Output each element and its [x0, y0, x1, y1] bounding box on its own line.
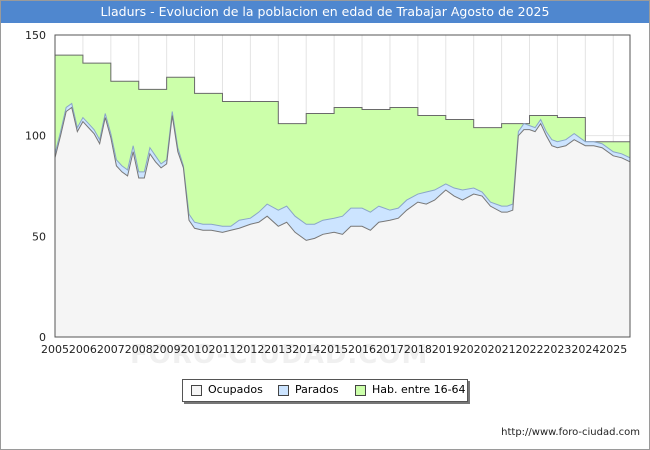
legend-item-ocupados: Ocupados — [191, 383, 263, 397]
legend-label-ocupados: Ocupados — [208, 383, 263, 396]
x-tick-label-2022: 2022 — [516, 343, 544, 356]
x-tick-label-2005: 2005 — [41, 343, 69, 356]
x-tick-label-2020: 2020 — [460, 343, 488, 356]
legend-swatch-parados — [278, 384, 289, 396]
chart-title: Lladurs - Evolucion de la poblacion en e… — [1, 1, 649, 23]
series-ocupados-line — [54, 106, 631, 241]
series-parados-line — [54, 102, 631, 227]
x-tick-label-2011: 2011 — [208, 343, 236, 356]
series-hab-line — [55, 54, 630, 143]
y-tick-label-0: 0 — [39, 331, 46, 344]
series-ocupados-area — [55, 107, 630, 337]
legend: Ocupados Parados Hab. entre 16-64 — [182, 379, 468, 402]
legend-item-hab: Hab. entre 16-64 — [355, 383, 466, 397]
x-tick-label-2021: 2021 — [488, 343, 516, 356]
y-tick-label-50: 50 — [32, 230, 46, 243]
plot-border — [54, 34, 631, 338]
legend-label-parados: Parados — [295, 383, 339, 396]
x-tick-label-2006: 2006 — [69, 343, 97, 356]
watermark: FORO-CIUDAD.COM — [130, 340, 429, 370]
x-tick-label-2018: 2018 — [404, 343, 432, 356]
x-tick-label-2023: 2023 — [543, 343, 571, 356]
x-tick-label-2025: 2025 — [599, 343, 627, 356]
legend-label-hab: Hab. entre 16-64 — [372, 383, 466, 396]
legend-item-parados: Parados — [278, 383, 339, 397]
x-tick-label-2024: 2024 — [571, 343, 599, 356]
x-tick-label-2009: 2009 — [153, 343, 181, 356]
x-tick-label-2017: 2017 — [376, 343, 404, 356]
x-tick-label-2019: 2019 — [432, 343, 460, 356]
source-url: http://www.foro-ciudad.com — [501, 427, 640, 438]
x-tick-label-2008: 2008 — [125, 343, 153, 356]
x-tick-label-2012: 2012 — [236, 343, 264, 356]
x-tick-label-2010: 2010 — [181, 343, 209, 356]
x-tick-label-2013: 2013 — [264, 343, 292, 356]
y-tick-label-150: 150 — [25, 29, 46, 42]
x-tick-label-2015: 2015 — [320, 343, 348, 356]
y-tick-label-100: 100 — [25, 130, 46, 143]
legend-swatch-ocupados — [191, 384, 202, 396]
legend-swatch-hab — [355, 384, 366, 396]
x-tick-label-2014: 2014 — [292, 343, 320, 356]
x-tick-label-2016: 2016 — [348, 343, 376, 356]
x-tick-label-2007: 2007 — [97, 343, 125, 356]
